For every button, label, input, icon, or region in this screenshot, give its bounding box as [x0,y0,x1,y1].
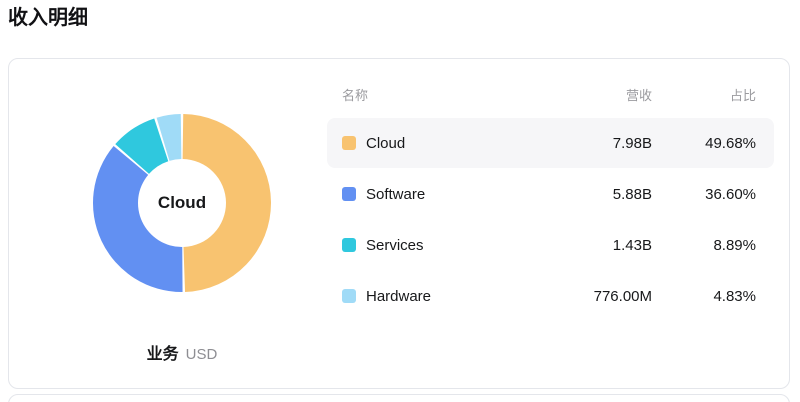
header-share: 占比 [729,88,756,103]
donut-chart-panel: Cloud 业务 USD [9,59,327,388]
donut-segment-software[interactable] [92,146,183,293]
dimension-label: 业务 [146,346,179,363]
share-value: 8.89% [713,236,756,254]
donut-chart: Cloud [92,113,272,293]
revenue-card: Cloud 业务 USD 名称 营收 占比 Cloud 7.98B 49.68% Sof… [8,58,790,389]
page-title: 收入明细 [8,7,88,29]
revenue-value: 1.43B [612,236,652,254]
row-name-cell: Hardware [342,288,532,305]
donut-svg [92,114,272,293]
series-color-swatch [342,187,356,201]
table-row[interactable]: Software 5.88B 36.60% [327,169,774,219]
revenue-value: 5.88B [612,185,652,203]
series-color-swatch [342,289,356,303]
table-row[interactable]: Services 1.43B 8.89% [327,220,774,270]
donut-segment-hardware[interactable] [156,114,182,161]
legend-table-body: Cloud 7.98B 49.68% Software 5.88B 36.60% Servi… [327,118,774,321]
unit-label: USD [185,346,218,363]
series-name: Hardware [366,287,432,305]
revenue-value: 776.00M [593,287,652,305]
revenue-value: 7.98B [612,134,652,152]
donut-segment-services[interactable] [115,118,169,174]
table-row[interactable]: Hardware 776.00M 4.83% [327,271,774,321]
series-color-swatch [342,136,356,150]
legend-table: 名称 营收 占比 Cloud 7.98B 49.68% Software 5.88B 36… [327,59,789,388]
series-color-swatch [342,238,356,252]
share-value: 36.60% [705,185,756,203]
series-name: Services [366,236,424,254]
row-name-cell: Services [342,237,532,254]
header-revenue: 营收 [625,88,652,103]
next-card-partial [8,394,790,402]
table-row[interactable]: Cloud 7.98B 49.68% [327,118,774,168]
series-name: Software [366,185,426,203]
series-name: Cloud [366,134,406,152]
share-value: 4.83% [713,287,756,305]
header-name: 名称 [342,88,369,103]
donut-segment-cloud[interactable] [182,114,272,292]
row-name-cell: Cloud [342,135,532,152]
row-name-cell: Software [342,186,532,203]
chart-footer: 业务 USD [92,340,272,364]
share-value: 49.68% [705,134,756,152]
legend-table-header: 名称 营收 占比 [327,85,774,118]
